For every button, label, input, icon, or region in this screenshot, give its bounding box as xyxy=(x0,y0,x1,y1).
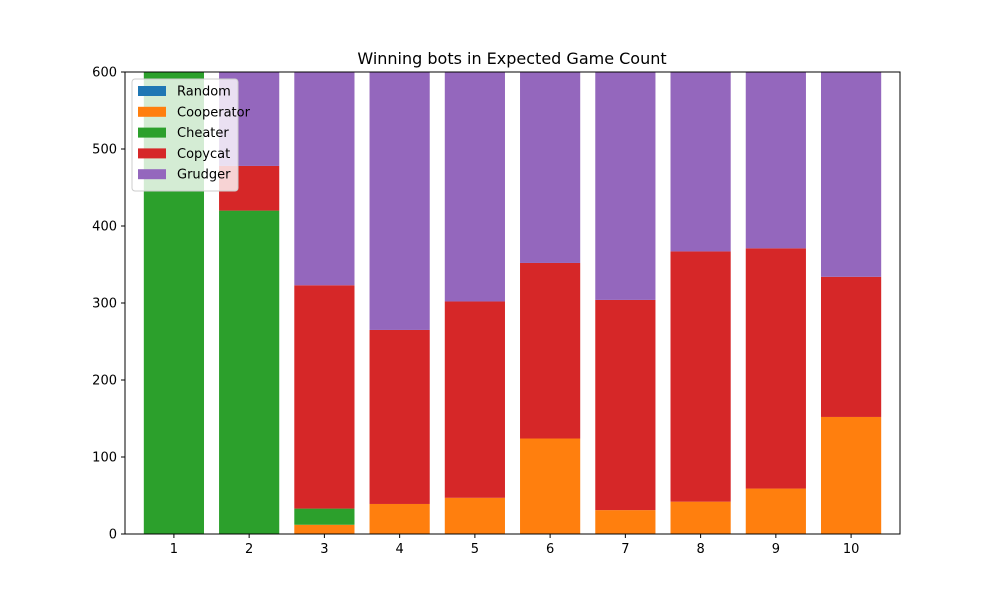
legend-label-copycat: Copycat xyxy=(177,147,230,162)
y-tick-label-200: 200 xyxy=(92,374,117,389)
y-tick-label-300: 300 xyxy=(92,297,117,312)
bar-cooperator-6 xyxy=(520,438,581,534)
legend-label-cheater: Cheater xyxy=(177,126,229,141)
bar-cooperator-9 xyxy=(745,488,806,534)
legend-label-cooperator: Cooperator xyxy=(177,105,251,120)
x-tick-label-9: 9 xyxy=(772,542,780,557)
x-tick-label-8: 8 xyxy=(696,542,704,557)
bar-cheater-3 xyxy=(294,508,355,525)
bar-copycat-6 xyxy=(520,262,581,439)
bar-cheater-2 xyxy=(219,210,280,534)
y-tick-label-400: 400 xyxy=(92,220,117,235)
bar-copycat-3 xyxy=(294,285,355,509)
x-tick-label-4: 4 xyxy=(395,542,403,557)
y-tick-label-500: 500 xyxy=(92,143,117,158)
bar-copycat-4 xyxy=(369,329,430,504)
legend-swatch-cooperator xyxy=(138,106,166,117)
bar-cooperator-7 xyxy=(595,510,656,534)
bar-cooperator-10 xyxy=(820,416,882,534)
bar-grudger-9 xyxy=(745,72,806,249)
legend-label-grudger: Grudger xyxy=(177,168,231,183)
x-tick-label-5: 5 xyxy=(471,542,479,557)
bar-grudger-10 xyxy=(820,72,882,277)
bar-copycat-9 xyxy=(745,248,806,489)
legend-swatch-random xyxy=(138,86,166,96)
x-tick-label-10: 10 xyxy=(843,542,860,557)
bars-layer xyxy=(143,72,882,534)
x-tick-label-6: 6 xyxy=(546,542,554,557)
x-tick-label-3: 3 xyxy=(320,542,328,557)
bar-grudger-7 xyxy=(595,72,656,300)
x-tick-label-7: 7 xyxy=(621,542,629,557)
bar-copycat-8 xyxy=(670,251,731,502)
bar-cooperator-8 xyxy=(670,501,731,534)
bar-copycat-7 xyxy=(595,299,656,511)
bar-cooperator-3 xyxy=(294,524,355,534)
bar-cooperator-5 xyxy=(444,497,505,534)
x-tick-label-2: 2 xyxy=(245,542,253,557)
legend-label-random: Random xyxy=(177,85,231,100)
legend-swatch-cheater xyxy=(138,127,166,138)
y-tick-label-0: 0 xyxy=(109,528,117,543)
bar-grudger-8 xyxy=(670,72,731,252)
bar-cooperator-4 xyxy=(369,503,430,534)
y-tick-label-100: 100 xyxy=(92,451,117,466)
x-tick-label-1: 1 xyxy=(170,542,178,557)
bar-grudger-6 xyxy=(520,72,581,263)
bar-copycat-10 xyxy=(820,276,882,417)
bar-grudger-5 xyxy=(444,72,505,302)
bar-grudger-3 xyxy=(294,72,355,286)
bar-grudger-4 xyxy=(369,72,430,330)
y-tick-label-600: 600 xyxy=(92,66,117,81)
legend-swatch-copycat xyxy=(138,148,166,159)
legend-swatch-grudger xyxy=(138,169,166,180)
axes-layer: 0 100 200 300 400 500 600 1 2 3 4 5 6 7 8 9 10 xyxy=(92,66,901,557)
chart-title: Winning bots in Expected Game Count xyxy=(357,49,666,68)
legend: Random Cooperator Cheater Copycat Grudger xyxy=(131,78,251,192)
bar-copycat-5 xyxy=(444,301,505,498)
